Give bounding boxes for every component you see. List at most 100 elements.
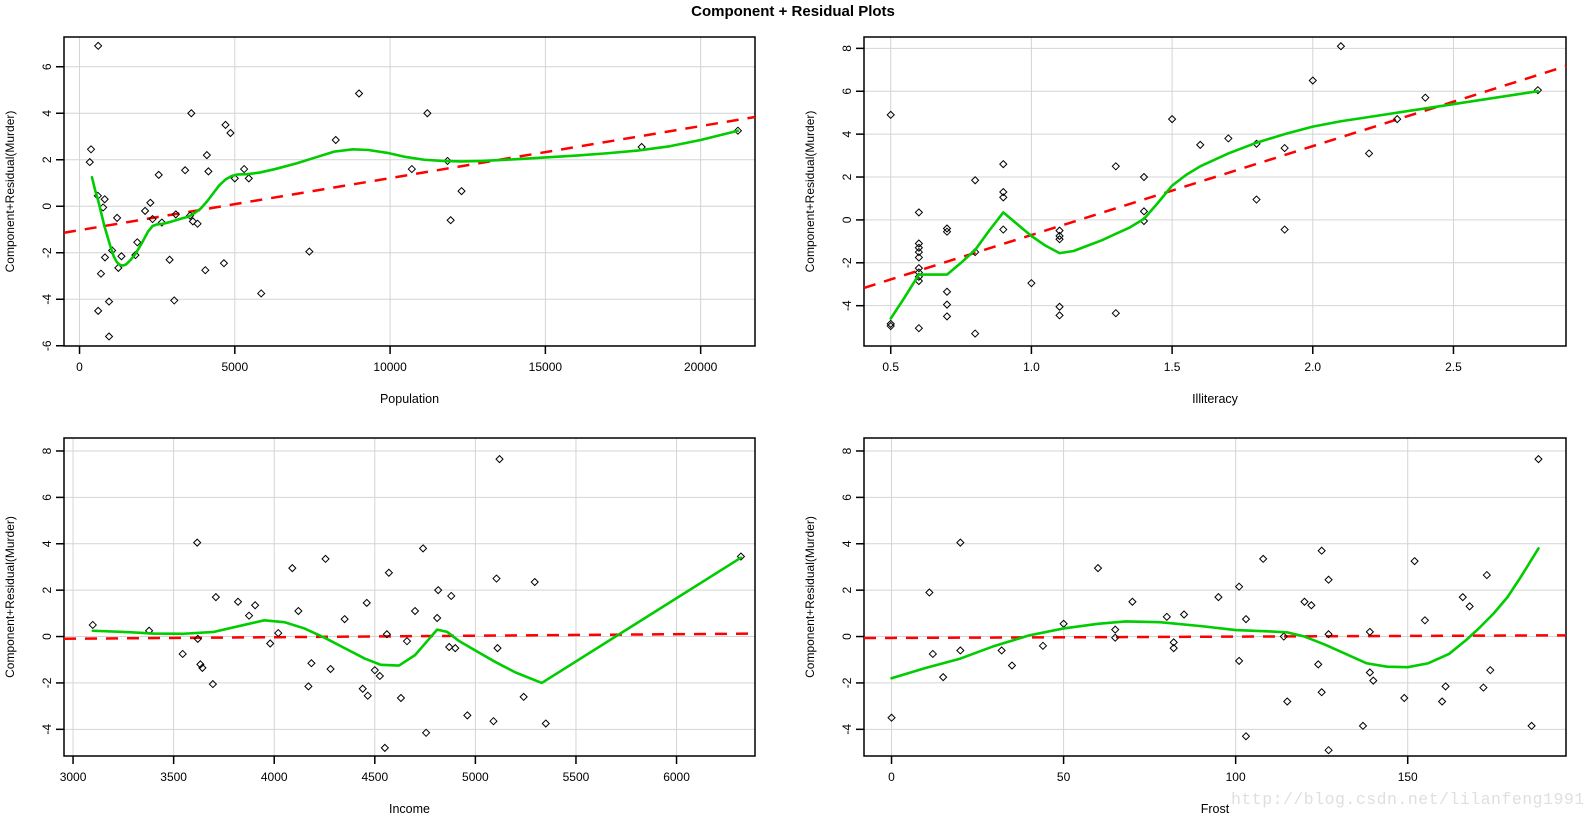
data-point: [1479, 683, 1488, 692]
data-point: [244, 611, 254, 620]
data-point: [733, 126, 743, 135]
x-tick-label: 20000: [684, 360, 718, 374]
data-point: [104, 297, 114, 306]
data-point: [445, 642, 454, 652]
data-point: [1324, 745, 1333, 755]
x-tick-label: 2.5: [1445, 360, 1462, 374]
data-point: [202, 150, 212, 160]
data-point: [942, 312, 952, 321]
data-point: [380, 743, 390, 753]
x-tick-label: 5500: [563, 770, 590, 784]
data-point: [154, 170, 163, 180]
data-point: [1358, 721, 1368, 731]
data-point: [146, 198, 155, 207]
data-point: [421, 728, 431, 738]
data-point: [1111, 162, 1121, 171]
y-tick-label: 8: [840, 447, 854, 454]
data-point: [999, 159, 1008, 169]
data-point: [193, 634, 202, 644]
data-point: [407, 164, 417, 174]
y-axis-title: Component+Residual(Murder): [803, 516, 817, 678]
data-point: [1392, 114, 1402, 124]
plot-box: [63, 437, 756, 757]
data-point: [226, 128, 235, 138]
data-point: [1283, 697, 1292, 706]
data-point: [1258, 554, 1268, 564]
data-point: [492, 574, 501, 583]
data-point: [1365, 627, 1375, 637]
data-point: [519, 692, 528, 702]
y-tick-label: 0: [840, 633, 854, 640]
data-point: [188, 217, 198, 226]
data-point: [170, 296, 179, 305]
data-point: [886, 110, 895, 120]
data-point: [446, 216, 455, 225]
data-point: [1169, 638, 1178, 647]
data-point: [1169, 643, 1178, 653]
data-point: [244, 174, 253, 183]
data-point: [157, 218, 167, 227]
y-tick-label: 2: [40, 156, 54, 163]
y-tick-label: 2: [840, 587, 854, 594]
panel-frost: 0 50 100 150 -4 -2 0 2 4 6 8 Frost Component+Residua…: [803, 437, 1567, 816]
data-point: [1369, 676, 1378, 685]
x-tick-label: 4000: [261, 770, 288, 784]
y-tick-label: 4: [40, 540, 54, 547]
component-line: [863, 64, 1567, 290]
smooth-line: [890, 547, 1540, 680]
data-point: [1055, 311, 1064, 320]
watermark-text: http://blog.csdn.net/lilanfeng1991: [1231, 790, 1585, 809]
data-point: [331, 135, 340, 145]
y-tick-label: -4: [840, 300, 854, 311]
x-tick-label: 10000: [373, 360, 407, 374]
data-point: [201, 265, 210, 275]
data-point: [180, 166, 190, 175]
data-point: [999, 187, 1008, 197]
data-point: [1317, 546, 1326, 555]
x-tick-label: 5000: [462, 770, 489, 784]
data-point: [970, 329, 980, 338]
x-axis-title: Frost: [1201, 802, 1230, 816]
data-point: [104, 332, 114, 341]
data-point: [100, 253, 110, 262]
panel-income: 3000 3500 4000 4500 5000 5500 6000 -4 -2 0 2 4 6 8 Inc…: [3, 437, 756, 816]
y-tick-label: -2: [840, 257, 854, 268]
data-point: [96, 269, 106, 278]
data-point: [1465, 602, 1474, 611]
data-point: [914, 263, 924, 273]
data-point: [382, 630, 392, 639]
data-point: [1252, 195, 1261, 204]
data-point: [1527, 721, 1536, 731]
data-point: [1441, 682, 1450, 691]
data-point: [1317, 688, 1326, 697]
data-point: [133, 238, 142, 247]
data-point: [736, 552, 746, 561]
data-point: [1093, 563, 1103, 573]
data-point: [362, 598, 371, 608]
data-point: [1279, 632, 1289, 641]
data-point: [457, 186, 466, 196]
y-tick-label: 6: [40, 63, 54, 70]
x-tick-label: 15000: [529, 360, 563, 374]
data-point: [1533, 85, 1543, 95]
data-point: [914, 208, 924, 217]
data-point: [294, 606, 303, 616]
y-tick-label: -2: [40, 247, 54, 258]
y-tick-label: 6: [840, 88, 854, 95]
data-point: [970, 176, 980, 185]
data-point: [914, 253, 924, 262]
data-point: [1179, 610, 1189, 619]
data-point: [1007, 661, 1017, 670]
data-point: [541, 719, 550, 728]
data-point: [305, 247, 314, 256]
component-line: [63, 115, 756, 235]
data-point: [148, 214, 157, 224]
data-point: [192, 538, 202, 547]
data-point: [447, 591, 456, 601]
data-point: [304, 682, 313, 691]
data-point: [112, 213, 122, 223]
plot-box: [863, 36, 1567, 347]
data-point: [1324, 575, 1333, 584]
data-point: [93, 306, 103, 316]
